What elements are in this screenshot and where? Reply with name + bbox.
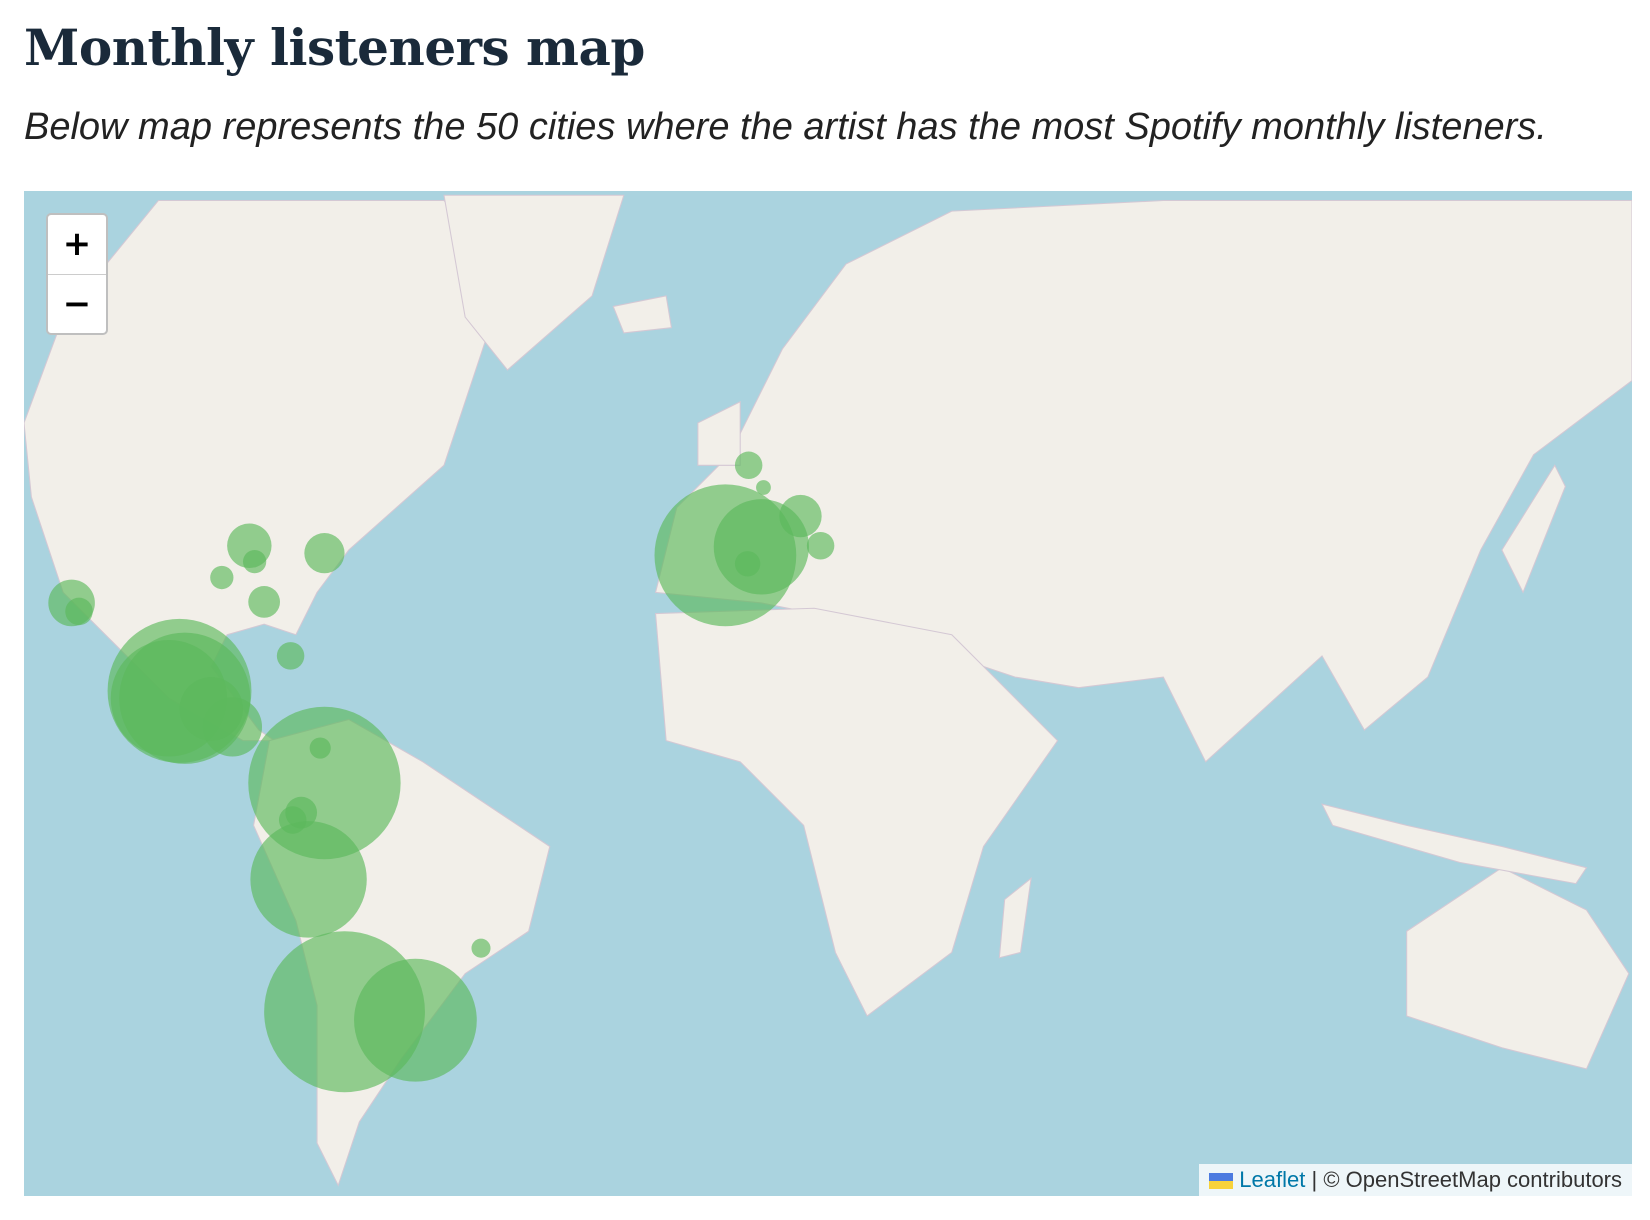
attribution-separator: | (1311, 1167, 1318, 1192)
listener-bubble[interactable] (779, 494, 822, 538)
listener-bubble[interactable] (734, 551, 761, 577)
page-title: Monthly listeners map (24, 18, 645, 77)
landmass-madagascar (998, 877, 1032, 959)
landmass-indonesia (1321, 803, 1588, 885)
page-subtitle: Below map represents the 50 cities where… (24, 106, 1547, 148)
landmass-iceland (612, 295, 673, 334)
listeners-map[interactable]: + − Leaflet | © OpenStreetMap contributo… (24, 191, 1632, 1196)
listener-bubble[interactable] (65, 597, 93, 626)
map-attribution: Leaflet | © OpenStreetMap contributors (1199, 1164, 1632, 1196)
listener-bubble[interactable] (276, 642, 305, 670)
listener-bubble[interactable] (250, 821, 367, 938)
listener-bubble[interactable] (806, 532, 835, 560)
zoom-out-button[interactable]: − (62, 284, 92, 324)
listener-bubble[interactable] (734, 451, 763, 480)
landmass-japan (1501, 464, 1566, 594)
listener-bubble[interactable] (304, 533, 345, 574)
zoom-control: + − (46, 213, 108, 335)
map-canvas[interactable] (24, 191, 1632, 1196)
landmass-australia (1406, 867, 1630, 1070)
osm-attribution: © OpenStreetMap contributors (1323, 1167, 1622, 1192)
zoom-in-button[interactable]: + (48, 215, 106, 275)
landmass-great-britain (697, 400, 741, 466)
listener-bubble[interactable] (248, 586, 281, 618)
listener-bubble[interactable] (242, 550, 267, 574)
listener-bubble[interactable] (756, 480, 771, 495)
landmass-greenland (443, 194, 625, 371)
ukraine-flag-icon (1209, 1173, 1234, 1190)
listener-bubble[interactable] (354, 958, 477, 1082)
landmass-africa (654, 607, 1059, 1017)
listener-bubble[interactable] (210, 565, 234, 590)
leaflet-link[interactable]: Leaflet (1239, 1167, 1306, 1192)
listener-bubble[interactable] (179, 677, 243, 741)
listener-bubble[interactable] (471, 938, 491, 958)
listener-bubble[interactable] (309, 737, 331, 759)
